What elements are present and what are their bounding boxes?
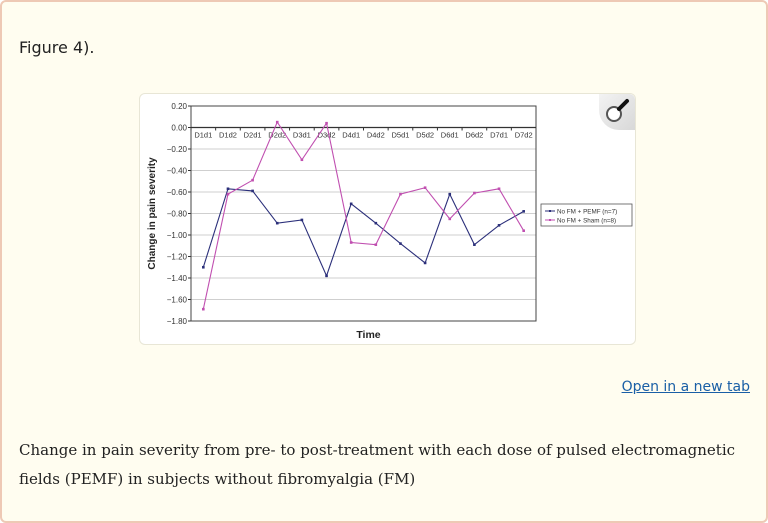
svg-text:No FM + PEMF (n=7): No FM + PEMF (n=7) <box>557 209 617 216</box>
svg-text:D7d1: D7d1 <box>490 131 508 140</box>
svg-text:−1.40: −1.40 <box>167 274 188 283</box>
magnifier-icon <box>606 99 629 122</box>
svg-text:−0.80: −0.80 <box>167 210 188 219</box>
svg-text:No FM + Sham (n=8): No FM + Sham (n=8) <box>557 218 616 225</box>
svg-text:D4d2: D4d2 <box>367 131 385 140</box>
svg-text:Change in pain severity: Change in pain severity <box>147 157 158 270</box>
svg-text:D6d2: D6d2 <box>465 131 483 140</box>
svg-text:−0.20: −0.20 <box>167 145 188 154</box>
svg-text:−1.20: −1.20 <box>167 253 188 262</box>
figure-container[interactable]: 0.20 0.00 −0.20 −0.40 −0.60 −0.80 −1.00 −1.20 −1… <box>139 93 636 345</box>
svg-text:D3d1: D3d1 <box>293 131 311 140</box>
line-chart: 0.20 0.00 −0.20 −0.40 −0.60 −0.80 −1.00 −1.20 −1… <box>147 102 633 341</box>
svg-text:D6d1: D6d1 <box>441 131 459 140</box>
svg-text:D2d2: D2d2 <box>268 131 286 140</box>
svg-text:D3d2: D3d2 <box>318 131 336 140</box>
svg-text:−1.60: −1.60 <box>167 296 188 305</box>
svg-text:−1.00: −1.00 <box>167 231 188 240</box>
svg-text:0.00: 0.00 <box>171 124 187 133</box>
figure-caption: Change in pain severity from pre- to pos… <box>19 441 736 488</box>
svg-text:D5d2: D5d2 <box>416 131 434 140</box>
svg-text:Time: Time <box>356 329 380 341</box>
zoom-button[interactable] <box>599 94 635 130</box>
svg-text:−0.40: −0.40 <box>167 167 188 176</box>
svg-text:D1d2: D1d2 <box>219 131 237 140</box>
svg-text:D5d1: D5d1 <box>391 131 409 140</box>
svg-text:−1.80: −1.80 <box>167 317 188 326</box>
svg-text:D4d1: D4d1 <box>342 131 360 140</box>
svg-text:D2d1: D2d1 <box>244 131 262 140</box>
open-in-new-tab-link[interactable]: Open in a new tab <box>621 379 750 395</box>
svg-text:D7d2: D7d2 <box>515 131 533 140</box>
figure-reference: Figure 4). <box>19 38 95 57</box>
svg-text:0.20: 0.20 <box>171 102 187 111</box>
svg-text:D1d1: D1d1 <box>194 131 212 140</box>
svg-text:−0.60: −0.60 <box>167 188 188 197</box>
